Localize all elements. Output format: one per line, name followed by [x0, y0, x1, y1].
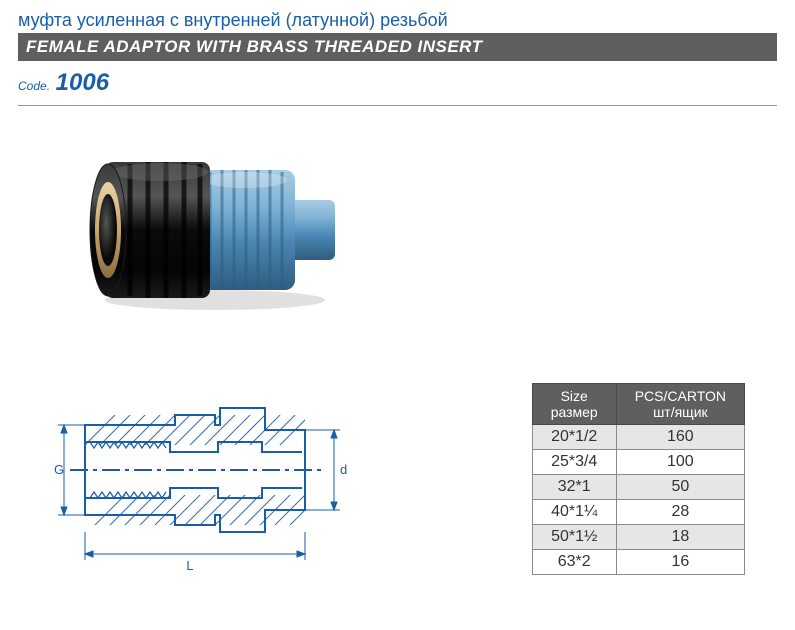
title-russian: муфта усиленная с внутренней (латунной) … [18, 10, 777, 31]
specification-table: Size размер PCS/CARTON шт/ящик 20*1/2160… [532, 383, 745, 575]
table-row: 32*150 [532, 475, 744, 500]
product-photo [70, 140, 360, 320]
code-value: 1006 [56, 69, 109, 96]
dimension-g-label: G [54, 462, 64, 477]
separator-line [18, 105, 777, 106]
table-cell: 32*1 [532, 475, 616, 500]
table-cell: 18 [616, 525, 744, 550]
table-cell: 25*3/4 [532, 450, 616, 475]
table-cell: 63*2 [532, 550, 616, 575]
header-size-en: Size [551, 388, 598, 404]
title-bar-english: FEMALE ADAPTOR WITH BRASS THREADED INSER… [18, 33, 777, 61]
table-row: 40*1¼28 [532, 500, 744, 525]
table-cell: 28 [616, 500, 744, 525]
code-label: Code. [18, 79, 50, 93]
table-row: 25*3/4100 [532, 450, 744, 475]
table-row: 63*216 [532, 550, 744, 575]
dimension-l-label: L [186, 558, 193, 573]
table-cell: 100 [616, 450, 744, 475]
dimension-d-label: d [340, 462, 347, 477]
product-code: Code. 1006 [18, 69, 777, 97]
technical-drawing: G d L [40, 380, 360, 580]
table-cell: 160 [616, 425, 744, 450]
header-pcs-ru: шт/ящик [635, 404, 726, 420]
table-cell: 50 [616, 475, 744, 500]
table-header-size: Size размер [532, 384, 616, 425]
table-cell: 16 [616, 550, 744, 575]
table-header-pcs: PCS/CARTON шт/ящик [616, 384, 744, 425]
table-header-row: Size размер PCS/CARTON шт/ящик [532, 384, 744, 425]
table-row: 20*1/2160 [532, 425, 744, 450]
header-size-ru: размер [551, 404, 598, 420]
header-pcs-en: PCS/CARTON [635, 388, 726, 404]
table-row: 50*1½18 [532, 525, 744, 550]
table-cell: 50*1½ [532, 525, 616, 550]
table-cell: 40*1¼ [532, 500, 616, 525]
table-cell: 20*1/2 [532, 425, 616, 450]
